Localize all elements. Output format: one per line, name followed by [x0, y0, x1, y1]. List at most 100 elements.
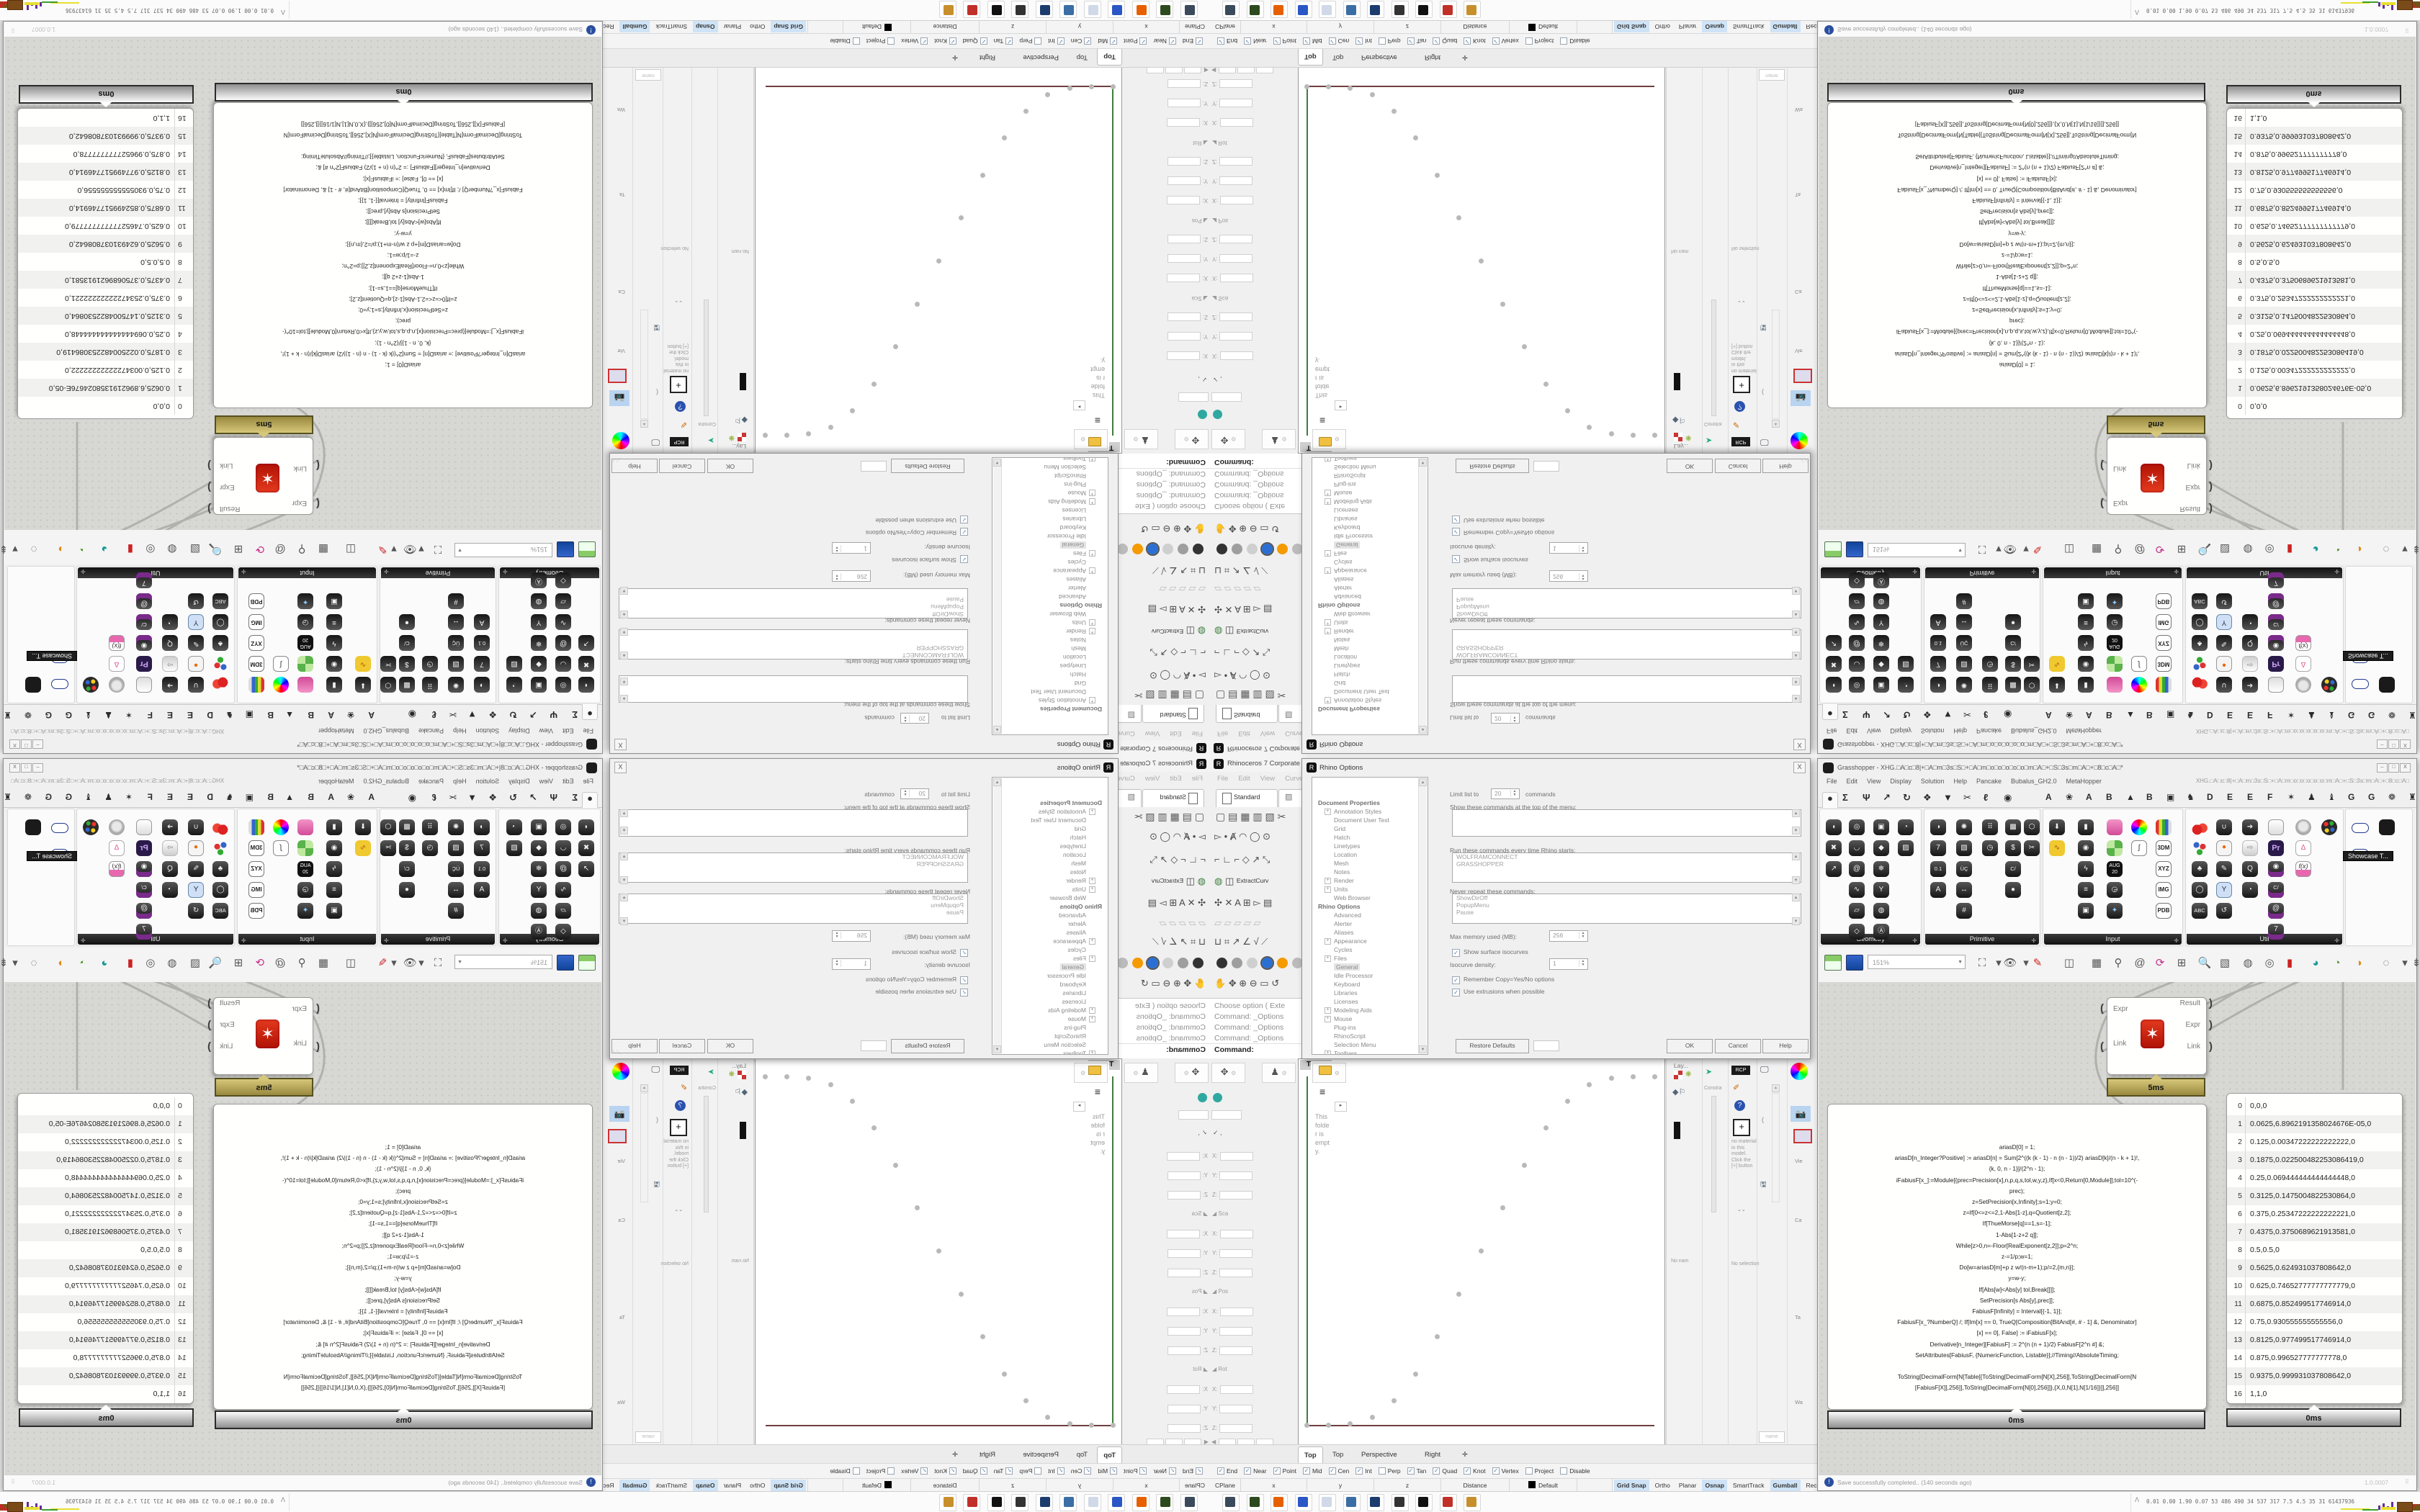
checkbox-icon[interactable] [1560, 1467, 1568, 1475]
component-icon[interactable]: ✺ [1956, 677, 1972, 693]
gh-tab-plugin-12[interactable]: ✶ [125, 792, 133, 802]
osnap-tan[interactable]: ✓ Tan [993, 37, 1013, 45]
layer-color-swatch[interactable] [1528, 1481, 1536, 1488]
checkbox-icon[interactable]: ✓ [980, 1467, 987, 1475]
checkbox-icon[interactable]: ✓ [1407, 1467, 1415, 1475]
maximize-icon[interactable]: □ [2388, 739, 2399, 749]
component-icon[interactable]: ▣ [1873, 819, 1889, 835]
output-port-link[interactable]: ) [2209, 1040, 2213, 1053]
component-icon[interactable] [83, 677, 99, 693]
name-box[interactable]: name [635, 1431, 661, 1443]
tree-item-selection-menu[interactable]: Selection Menu [1334, 1041, 1376, 1048]
component-icon[interactable]: ⬇ [355, 677, 371, 693]
never-repeat-list[interactable]: ShowDirOff PopupMenu Pause [619, 588, 968, 618]
gh-tab-plugin-14[interactable]: ♝ [2328, 792, 2336, 802]
component-icon[interactable]: ◑ [1930, 819, 1946, 835]
toolbar-row-polyline[interactable]: ⌐ ∟ ⌐ ◇ ↗ ⤡ [1214, 647, 1270, 658]
component-icon[interactable]: ↔ [448, 882, 464, 898]
component-icon[interactable]: 0.1 [474, 635, 490, 651]
taskbar-app-icon[interactable] [963, 1, 981, 18]
gh-tab-icon-2[interactable]: Ψ [1863, 792, 1870, 803]
boxedit-field[interactable] [1167, 1230, 1201, 1238]
component-icon[interactable]: Ⓐ [1873, 572, 1889, 588]
component-icon[interactable]: ❄ [1873, 861, 1889, 877]
tree-item-notes[interactable]: Notes [1334, 636, 1350, 644]
gh-tab-plugin-16[interactable]: G [45, 792, 52, 802]
list-scroll-icon[interactable]: ▼ [620, 678, 628, 685]
tree-plus-icon[interactable]: + [1325, 550, 1331, 557]
gh-tab-plugin-12[interactable]: ✶ [2287, 710, 2295, 720]
input-port-link[interactable]: ( [316, 1040, 320, 1053]
gh-tab-plugin-10[interactable]: E [166, 710, 173, 720]
component-icon[interactable]: ● [188, 656, 204, 672]
component-icon[interactable]: ➔ [2242, 677, 2258, 693]
status-cell-distance[interactable]: Distance [910, 1479, 979, 1492]
checkbox-icon[interactable] [1525, 37, 1533, 45]
teal-sphere-icon[interactable]: ◕ [101, 957, 108, 969]
cylinders-icon[interactable]: ◎ [145, 543, 156, 555]
command-prompt[interactable]: Command: [1166, 458, 1206, 467]
component-icon[interactable]: ⇨ [2242, 840, 2258, 856]
toolbar-row-measure[interactable]: ⊔ ⌗ ↗ ∠ √ ⟋ [1152, 936, 1206, 947]
tree-item-document-user-text[interactable]: Document User Text [1031, 816, 1086, 824]
tree-item-files[interactable]: Files [1334, 550, 1347, 557]
component-icon[interactable]: ⇨ [162, 840, 178, 856]
component-icon[interactable]: ✖ [578, 656, 594, 672]
boxedit-field[interactable] [1219, 1327, 1253, 1336]
component-icon[interactable]: ◷ [422, 656, 438, 672]
group-label[interactable]: Primitive ✛ [381, 934, 495, 945]
color-wheel-icon[interactable] [612, 432, 629, 449]
rhino-toolbar-tabs[interactable]: Standard ▨ [1117, 788, 1210, 807]
tab-layers[interactable]: Lay... [1674, 1062, 1689, 1069]
component-icon[interactable]: ▣ [2078, 903, 2094, 919]
gh-canvas[interactable]: (())) Expr Link Result Expr Link ✶ 5ms ariasD[0]… [1819, 35, 2416, 530]
gh-canvas-toolbar[interactable]: 151%▼⛶▾👁▾✎◫▦⚲@⟳⊞🔍▧◍◎▮◕◔◑◌▾⇟ [1819, 948, 2420, 983]
close-icon[interactable]: X [1793, 762, 1806, 773]
boxedit-field[interactable] [1167, 1308, 1201, 1316]
gh-menu-edit[interactable]: Edit [562, 778, 574, 785]
component-icon[interactable]: ◯ [212, 614, 228, 630]
tree-item-modeling-aids[interactable]: Modeling Aids [1048, 498, 1086, 505]
cancel-button[interactable]: Cancel [659, 459, 705, 473]
status-cell-z[interactable]: z [979, 1479, 1046, 1492]
component-icon[interactable]: @ [136, 903, 152, 919]
viewport-tab-top[interactable]: Top [1097, 48, 1122, 66]
tree-scrollbar[interactable]: ▲ ▼ [993, 459, 1002, 734]
component-icon[interactable]: Δ [2295, 656, 2311, 672]
checkbox-icon[interactable]: ✓ [1492, 1467, 1500, 1475]
osnap-vertex[interactable]: ✓ Vertex [1492, 37, 1519, 45]
gh-tab-icon-1[interactable]: Σ [1842, 792, 1848, 803]
show-commands-list[interactable] [1452, 675, 1801, 703]
component-icon[interactable]: Pr [136, 840, 152, 856]
component-icon[interactable]: ◔ [162, 614, 178, 630]
gh-tab-icon-2[interactable]: Ψ [550, 792, 557, 803]
search-icon[interactable]: 🔍 [2197, 957, 2212, 969]
gh-tab-icon-3[interactable]: ↗ [1883, 709, 1891, 720]
boxedit-field[interactable] [1167, 1405, 1201, 1413]
gh-menu-bubalus_gh2.0[interactable]: Bubalus_GH2.0 [2010, 778, 2057, 785]
tree-plus-icon[interactable]: + [1325, 1050, 1331, 1054]
expand-icon[interactable]: ▸ [1335, 1102, 1347, 1112]
gh-tab-plugin-12[interactable]: ✶ [2287, 792, 2295, 802]
component-icon[interactable]: ▱ [555, 903, 571, 919]
orange-sphere-icon[interactable]: ◑ [2355, 957, 2362, 969]
restore-defaults-button[interactable]: Restore Defaults [891, 459, 964, 473]
checkbox-icon[interactable]: ✓ [1302, 37, 1310, 45]
component-icon[interactable]: ≡ [2078, 882, 2094, 898]
component-icon[interactable]: ↺ [188, 903, 204, 919]
tree-plus-icon[interactable]: + [1089, 457, 1095, 462]
component-icon[interactable]: ▱ [1849, 593, 1865, 609]
tree-item-advanced[interactable]: Advanced [1059, 912, 1086, 919]
component-icon[interactable]: Y [531, 882, 547, 898]
code-panel[interactable]: ariasD[0] = 1; ariasD[n_Integer?Positive]… [213, 102, 593, 408]
tab-constraint[interactable]: Constra [1704, 421, 1722, 426]
component-icon[interactable]: ◖ [578, 677, 594, 693]
gh-tab-plugin-12[interactable]: ✶ [125, 710, 133, 720]
taskbar-app-icon[interactable] [1391, 1494, 1409, 1511]
chevron-icon[interactable]: ▾ [1996, 957, 2002, 969]
scroll-up-icon[interactable]: ▲ [1772, 1084, 1780, 1092]
component-icon[interactable]: ▨ [1898, 840, 1914, 856]
component-icon[interactable]: ◷ [422, 840, 438, 856]
viewport-tab-top[interactable]: Top [1097, 1446, 1122, 1464]
help-icon[interactable]: ? [1734, 1100, 1745, 1111]
